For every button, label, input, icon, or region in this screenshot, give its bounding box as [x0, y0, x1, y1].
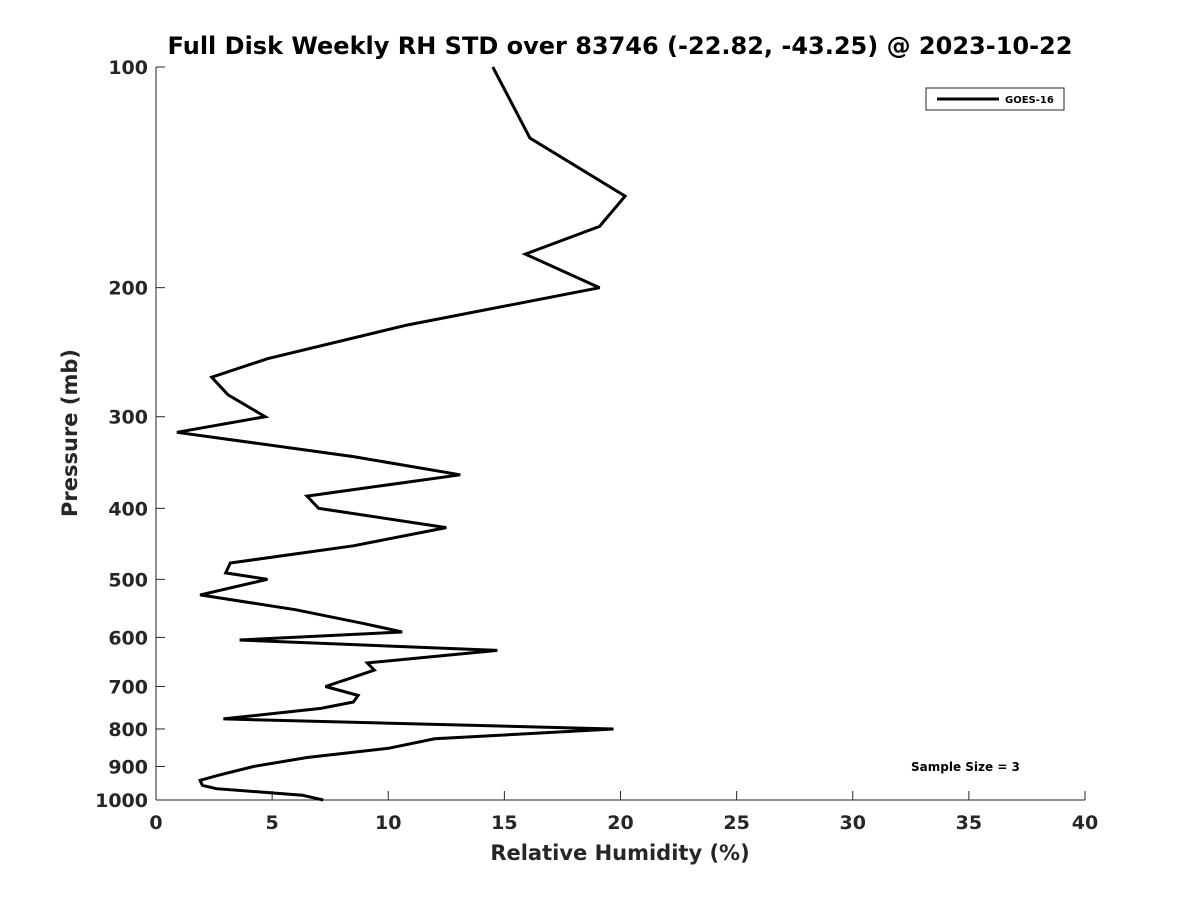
x-tick-label: 25	[723, 812, 749, 834]
x-tick-label: 10	[375, 812, 401, 834]
y-tick-label: 800	[108, 719, 148, 741]
y-tick-label: 900	[108, 756, 148, 778]
y-axis-label: Pressure (mb)	[58, 349, 82, 517]
y-tick-label: 700	[108, 676, 148, 698]
x-tick-label: 5	[266, 812, 279, 834]
y-tick-label: 200	[108, 278, 148, 300]
x-axis-label: Relative Humidity (%)	[490, 841, 749, 865]
x-tick-label: 15	[491, 812, 517, 834]
y-tick-label: 600	[108, 627, 148, 649]
y-tick-label: 1000	[95, 790, 148, 812]
x-tick-label: 30	[840, 812, 866, 834]
x-ticks: 0 5 10 15 20 25 30 35 40	[149, 791, 1098, 834]
chart-title: Full Disk Weekly RH STD over 83746 (-22.…	[168, 32, 1073, 60]
legend: GOES-16	[925, 87, 1065, 111]
x-tick-label: 0	[149, 812, 162, 834]
series-layer	[176, 66, 628, 802]
y-ticks: 100 200 300 400 500 600 700 800 900 1000	[95, 57, 165, 812]
x-tick-label: 20	[607, 812, 633, 834]
x-tick-label: 40	[1072, 812, 1098, 834]
y-tick-label: 500	[108, 569, 148, 591]
y-tick-label: 300	[108, 407, 148, 429]
x-tick-label: 35	[956, 812, 982, 834]
y-tick-label: 400	[108, 498, 148, 520]
series-line-goes-16	[176, 66, 628, 802]
plot-area: 0 5 10 15 20 25 30 35 40 100 200 300 400 500 600 700 80…	[95, 57, 1098, 834]
sample-size-annotation: Sample Size = 3	[911, 760, 1020, 774]
plot-background	[156, 67, 1085, 800]
y-tick-label: 100	[108, 57, 148, 79]
legend-entry-goes-16: GOES-16	[1005, 95, 1054, 106]
